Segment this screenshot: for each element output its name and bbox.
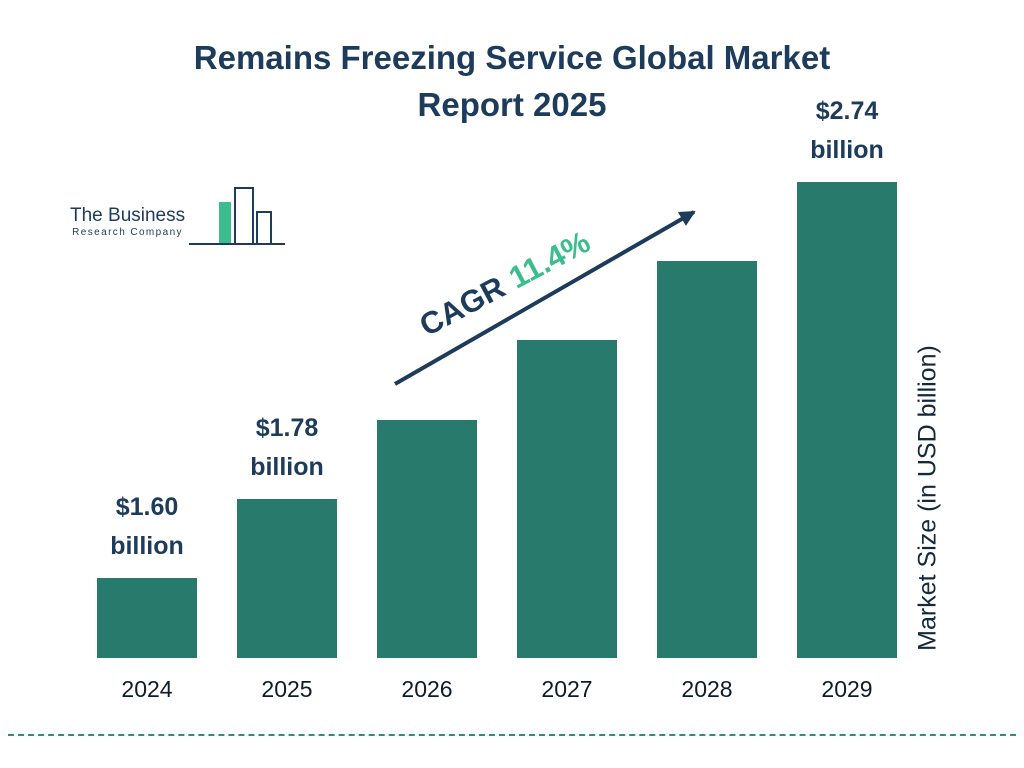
x-tick-2029: 2029 xyxy=(821,676,873,702)
title-line-2: Report 2025 xyxy=(417,86,607,123)
bottom-dashed-line xyxy=(8,734,1016,736)
bar-2025 xyxy=(237,499,337,658)
x-tick-2024: 2024 xyxy=(121,676,173,702)
bar-2024 xyxy=(97,578,197,658)
value-label-2024: $1.60 billion xyxy=(110,493,184,560)
bar-2029 xyxy=(797,182,897,658)
bar-chart-logo-icon xyxy=(189,187,286,245)
bar-2026 xyxy=(377,420,477,658)
title-line-1: Remains Freezing Service Global Market xyxy=(193,39,831,76)
company-logo: The Business Research Company xyxy=(70,186,289,248)
y-axis-label: Market Size (in USD billion) xyxy=(913,345,942,651)
bar-2027 xyxy=(517,340,617,658)
page-title: Remains Freezing Service Global Market R… xyxy=(0,34,1024,128)
x-tick-2025: 2025 xyxy=(261,676,313,702)
x-tick-2027: 2027 xyxy=(541,676,593,702)
value-label-2025: $1.78 billion xyxy=(250,414,324,481)
company-logo-text: The Business Research Company xyxy=(70,205,185,248)
x-tick-2028: 2028 xyxy=(681,676,733,702)
logo-text-line2: Research Company xyxy=(72,227,183,238)
logo-text-line1: The Business xyxy=(70,205,186,226)
value-label-2029: $2.74 billion xyxy=(810,97,884,164)
x-tick-2026: 2026 xyxy=(401,676,453,702)
bar-2028 xyxy=(657,261,757,658)
